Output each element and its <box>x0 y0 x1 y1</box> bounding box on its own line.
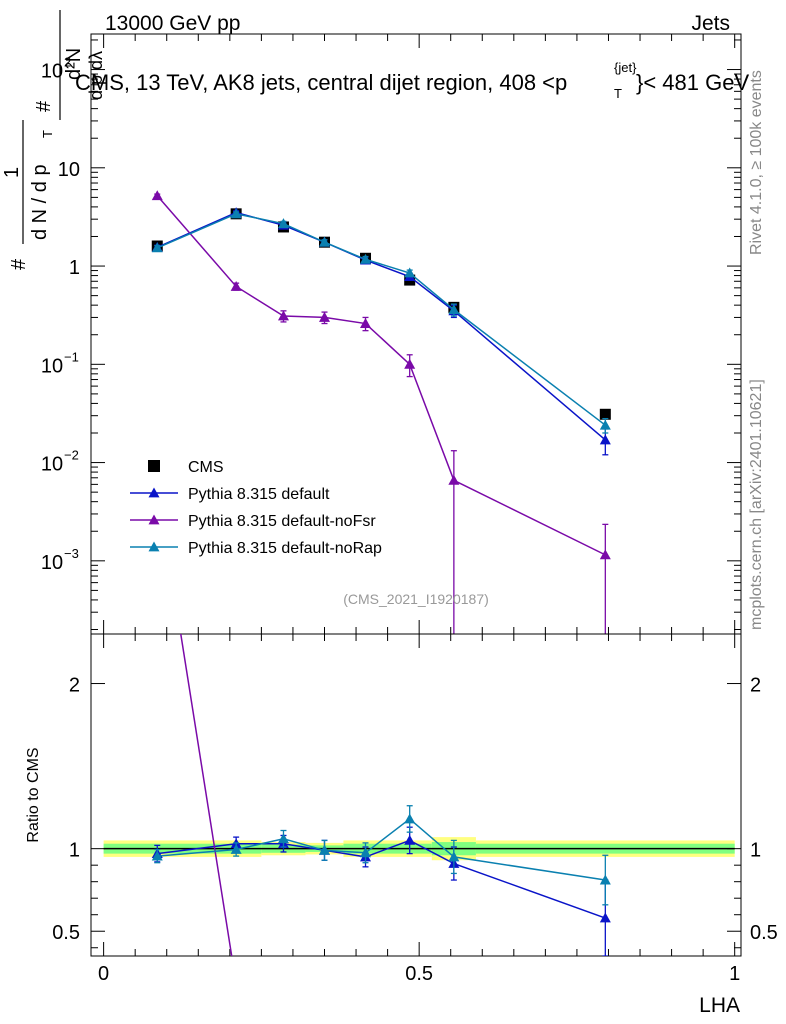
ratio-line-default <box>157 839 606 919</box>
point-nofsr <box>599 549 611 560</box>
point-nofsr <box>360 318 372 328</box>
ratio-panel: 0.5 0.5 1 1 2 2 0 0.5 1 Ratio to CMS LHA <box>25 480 778 1017</box>
main-ylabel: # 1 d N / d p T # d²N d p dλ <box>1 10 106 270</box>
ylabel-den-sub: T <box>40 130 55 138</box>
ratio-ytick-label-right: 1 <box>750 840 761 862</box>
legend: CMS Pythia 8.315 default Pythia 8.315 defa… <box>130 459 382 557</box>
main-ytick-label: 10 <box>41 552 63 574</box>
ylabel-right-bot: d p dλ <box>86 51 106 100</box>
ratio-ytick-label-left: 2 <box>69 675 80 697</box>
ratio-point-nofsr <box>152 480 163 490</box>
point-default <box>599 434 611 445</box>
ratio-point-norap <box>277 833 289 844</box>
point-norap <box>599 419 611 430</box>
point-nofsr <box>448 474 460 485</box>
point-norap <box>448 304 460 315</box>
point-norap <box>230 208 242 219</box>
legend-label-norap: Pythia 8.315 default-noRap <box>188 540 382 557</box>
point-nofsr <box>277 310 289 321</box>
ratio-series-norap <box>151 805 611 906</box>
ratio-point-norap <box>448 851 460 862</box>
ylabel-hash: # <box>8 258 30 270</box>
main-ytick-exp: −1 <box>64 349 79 364</box>
point-norap <box>318 236 330 247</box>
ratio-xlabel: LHA <box>699 994 740 1017</box>
legend-marker-nofsr <box>148 514 160 525</box>
point-norap <box>151 242 163 253</box>
legend-label-cms: CMS <box>188 459 224 476</box>
ratio-point-norap <box>360 847 372 858</box>
main-ytick-label: 1 <box>69 257 80 279</box>
ratio-point-default <box>599 912 611 923</box>
ratio-point-nofsr <box>231 979 242 989</box>
ratio-xtick-label: 1 <box>729 963 740 985</box>
point-cms <box>599 408 611 420</box>
legend-label-default: Pythia 8.315 default <box>188 486 330 503</box>
main-ytick-label: 10 <box>58 159 80 181</box>
main-ytick-label: 10 <box>41 454 63 476</box>
ylabel-hash-2: # <box>33 100 55 112</box>
ylabel-right-top: d²N <box>63 48 85 80</box>
legend-marker-cms <box>148 460 160 472</box>
ratio-ylabel: Ratio to CMS <box>25 747 42 842</box>
series-line-nofsr <box>156 195 606 556</box>
main-ytick-exp: −2 <box>64 448 79 463</box>
point-nofsr <box>151 190 163 201</box>
legend-label-nofsr: Pythia 8.315 default-noFsr <box>188 513 376 530</box>
legend-marker-default <box>148 487 160 498</box>
main-ytick-exp: 2 <box>64 55 71 70</box>
ylabel-den: d N / d p <box>29 164 51 240</box>
series-line-norap <box>156 213 606 426</box>
main-ytick-label: 10 <box>41 355 63 377</box>
point-norap <box>404 267 416 278</box>
legend-marker-norap <box>148 541 160 552</box>
main-title: CMS, 13 TeV, AK8 jets, central dijet reg… <box>75 60 749 101</box>
header-left: 13000 GeV pp <box>105 12 240 35</box>
rivet-label: Rivet 4.1.0, ≥ 100k events <box>748 70 765 255</box>
title-tail: }< 481 GeV <box>636 70 749 95</box>
ratio-point-norap <box>318 844 330 855</box>
title-sub: T <box>614 86 622 101</box>
title-sup: {jet} <box>614 60 637 75</box>
point-nofsr <box>230 280 242 291</box>
point-nofsr <box>404 358 416 369</box>
ratio-point-norap <box>599 874 611 885</box>
watermark: (CMS_2021_I1920187) <box>343 591 489 607</box>
ratio-xtick-label: 0.5 <box>405 963 433 985</box>
main-series <box>151 190 611 634</box>
main-ytick-label: 10 <box>41 61 63 83</box>
ratio-series <box>151 480 611 989</box>
title-text: CMS, 13 TeV, AK8 jets, central dijet reg… <box>75 70 567 95</box>
ratio-line-nofsr <box>180 634 233 956</box>
main-ticks <box>91 34 741 634</box>
ratio-ytick-label-left: 0.5 <box>52 922 80 944</box>
main-ytick-exp: −3 <box>64 546 79 561</box>
ratio-tick-labels: 0.5 0.5 1 1 2 2 0 0.5 1 <box>52 675 778 985</box>
point-norap <box>360 253 372 264</box>
mcplots-label: mcplots.cern.ch [arXiv:2401.10621] <box>748 379 765 630</box>
ratio-point-default <box>404 834 416 845</box>
ratio-ytick-label-left: 1 <box>69 840 80 862</box>
header-right: Jets <box>691 12 730 35</box>
ratio-point-norap <box>230 843 242 854</box>
series-line-default <box>156 211 606 441</box>
ratio-point-norap <box>151 850 163 861</box>
point-norap <box>277 218 289 229</box>
ratio-ticks <box>91 634 741 956</box>
ratio-frame <box>90 633 742 957</box>
ratio-line-norap <box>157 817 606 881</box>
ratio-series-nofsr <box>152 480 242 989</box>
ratio-ytick-label-right: 2 <box>750 675 761 697</box>
point-nofsr <box>318 311 330 322</box>
ratio-ytick-label-right: 0.5 <box>750 922 778 944</box>
ylabel-num: 1 <box>1 167 23 178</box>
ratio-point-norap <box>404 813 416 824</box>
ratio-xtick-label: 0 <box>98 963 109 985</box>
